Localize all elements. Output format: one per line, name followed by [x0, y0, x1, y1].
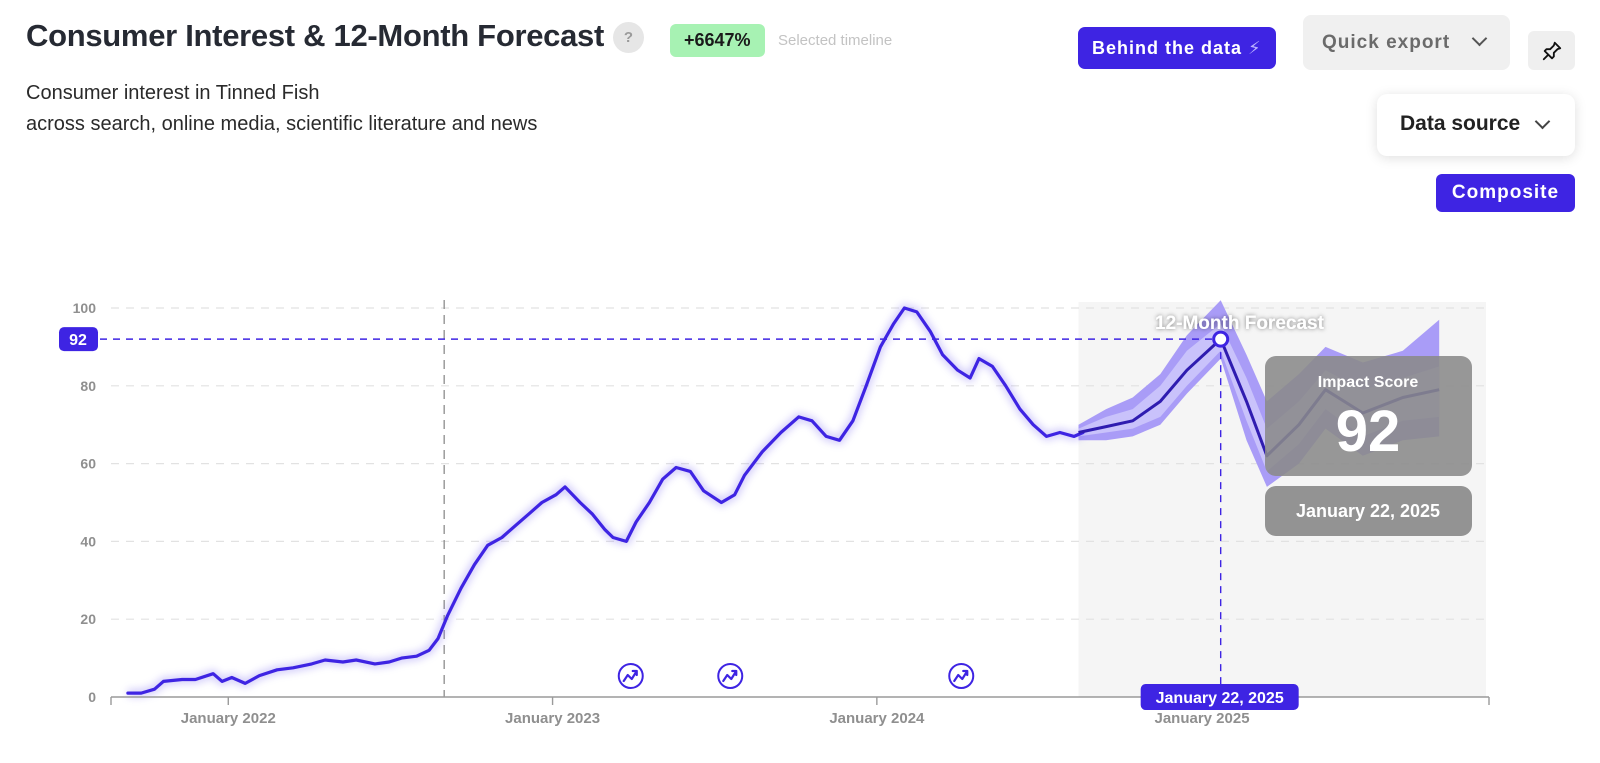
y-tick-label: 20: [80, 611, 96, 627]
x-tick-label: January 2022: [181, 710, 276, 727]
series-glow: [127, 304, 1085, 698]
y-tick-label: 100: [73, 300, 97, 316]
y-selection-label: 92: [69, 332, 87, 349]
forecast-label: 12-Month Forecast: [1155, 313, 1325, 334]
behind-the-data-button[interactable]: Behind the data ⚡: [1078, 27, 1276, 69]
x-selection-badge: [1140, 684, 1299, 710]
behind-the-data-label: Behind the data: [1092, 38, 1243, 58]
event-marker: [948, 663, 975, 689]
quick-export-label: Quick export: [1322, 32, 1451, 53]
y-tick-label: 60: [80, 456, 96, 472]
selection-point: [1212, 330, 1230, 348]
subtitle-line-2: across search, online media, scientific …: [26, 113, 538, 135]
lightning-icon: ⚡: [1248, 38, 1262, 58]
y-tick-label: 0: [88, 689, 96, 705]
quick-export-dropdown[interactable]: Quick export: [1303, 15, 1510, 70]
tooltip-title: Impact Score: [1318, 374, 1419, 391]
data-source-label: Data source: [1400, 112, 1521, 135]
x-tick-label: January 2023: [505, 710, 600, 727]
trend-icon: [722, 669, 738, 683]
tooltip-date: January 22, 2025: [1296, 501, 1440, 521]
event-marker: [717, 663, 744, 689]
y-tick-label: 40: [80, 533, 96, 549]
help-icon[interactable]: ?: [613, 22, 644, 53]
trend-icon: [622, 669, 638, 683]
y-selection-badge: [59, 327, 98, 352]
page-title: Consumer Interest & 12-Month Forecast: [26, 18, 605, 53]
x-selection-label: January 22, 2025: [1156, 690, 1284, 707]
y-tick-label: 80: [80, 378, 96, 394]
pin-button[interactable]: [1528, 31, 1575, 70]
trend-icon: [953, 669, 969, 683]
series-line: [126, 306, 1085, 695]
pin-icon: [1542, 41, 1562, 61]
x-tick-label: January 2025: [1154, 710, 1249, 727]
tooltip-value: 92: [1336, 399, 1401, 464]
growth-caption: Selected timeline: [778, 32, 893, 49]
chart-subtitle: Consumer interest in Tinned Fish across …: [26, 78, 537, 140]
tooltip-date-card: [1265, 486, 1472, 536]
event-marker: [617, 663, 644, 689]
growth-badge: +6647%: [670, 24, 765, 57]
tooltip-card: [1265, 356, 1472, 476]
subtitle-line-1: Consumer interest in Tinned Fish: [26, 82, 320, 104]
composite-button[interactable]: Composite: [1436, 174, 1575, 212]
x-tick-label: January 2024: [829, 710, 925, 727]
data-source-dropdown[interactable]: Data source: [1377, 94, 1575, 156]
